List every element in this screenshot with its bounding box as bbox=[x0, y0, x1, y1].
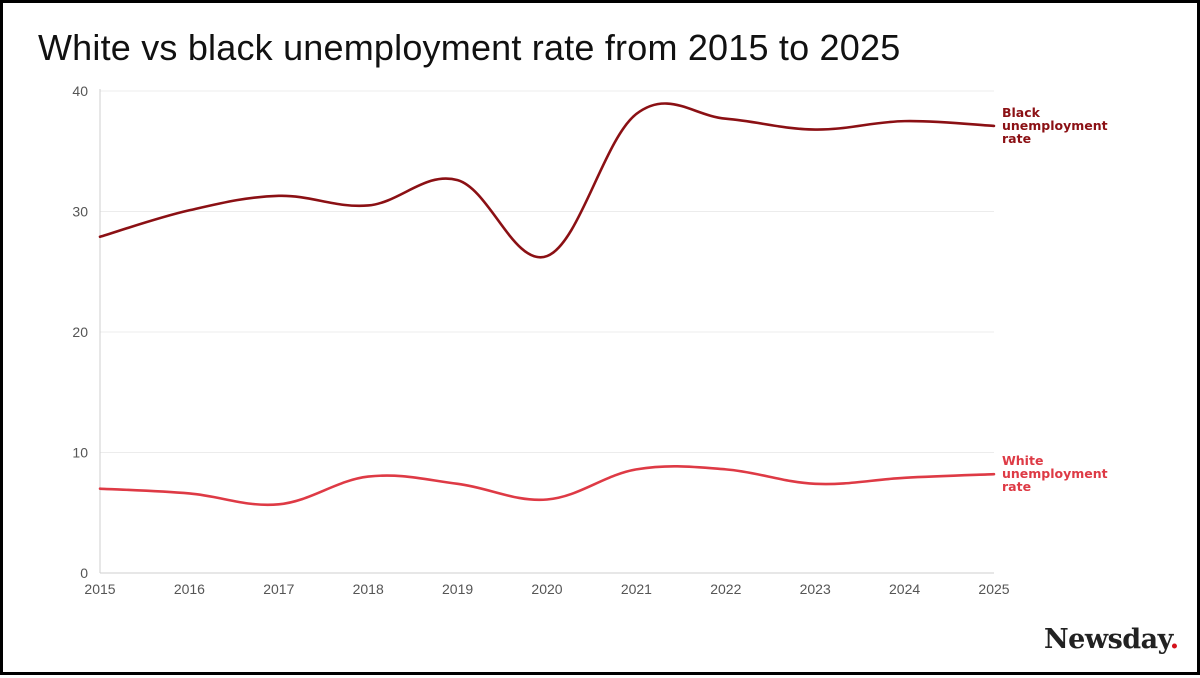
y-tick-label-10: 10 bbox=[72, 445, 88, 461]
y-tick-label-20: 20 bbox=[72, 324, 88, 340]
series-line-black-unemployment-rate bbox=[98, 102, 996, 259]
x-tick-label-2023: 2023 bbox=[800, 581, 831, 597]
x-tick-label-2020: 2020 bbox=[531, 581, 562, 597]
series-label-line: Black bbox=[1002, 105, 1041, 120]
logo-dot: . bbox=[1169, 624, 1179, 655]
series-label-white-unemployment-rate: White unemployment rate bbox=[1002, 453, 1108, 494]
chart-title: White vs black unemployment rate from 20… bbox=[38, 27, 901, 68]
y-tick-label-40: 40 bbox=[72, 83, 88, 99]
logo-text: Newsday bbox=[1044, 624, 1170, 655]
x-tick-label-2015: 2015 bbox=[84, 581, 115, 597]
series-label-line: unemployment bbox=[1002, 118, 1108, 133]
x-tick-label-2018: 2018 bbox=[353, 581, 384, 597]
x-tick-label-2024: 2024 bbox=[889, 581, 920, 597]
x-tick-label-2019: 2019 bbox=[442, 581, 473, 597]
y-tick-label-0: 0 bbox=[80, 565, 88, 581]
line-chart: 0 10 20 30 40 2015 2016 2017 2018 2019 2020 2021 202… bbox=[72, 83, 1108, 597]
x-tick-label-2021: 2021 bbox=[621, 581, 652, 597]
x-tick-label-2016: 2016 bbox=[174, 581, 205, 597]
series-label-line: unemployment bbox=[1002, 466, 1108, 481]
y-tick-label-30: 30 bbox=[72, 204, 88, 220]
x-tick-label-2022: 2022 bbox=[710, 581, 741, 597]
x-tick-label-2017: 2017 bbox=[263, 581, 294, 597]
series-label-line: White bbox=[1002, 453, 1043, 468]
newsday-logo: Newsday. bbox=[1044, 624, 1179, 655]
series-label-black-unemployment-rate: Black unemployment rate bbox=[1002, 105, 1108, 146]
series-line-white-unemployment-rate bbox=[98, 464, 996, 507]
series-label-line: rate bbox=[1002, 479, 1031, 494]
series-label-line: rate bbox=[1002, 131, 1031, 146]
x-tick-label-2025: 2025 bbox=[978, 581, 1009, 597]
